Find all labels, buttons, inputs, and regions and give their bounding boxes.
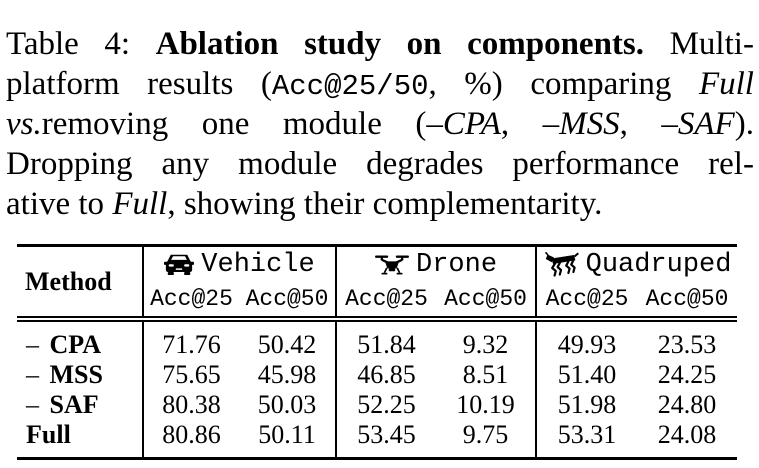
cell: 53.31 [535,420,638,460]
cell: 71.76 [142,319,239,360]
drone-label: Drone [416,249,498,280]
column-header-vehicle: Vehicle [141,245,337,282]
cell: 24.25 [657,360,717,389]
cell: 52.25 [335,390,437,420]
cell: 51.84 [335,319,437,360]
header-row-groups: Method Vehicle [17,245,738,322]
column-header-drone: Drone [335,245,537,282]
column-header-quadruped-acc50: Acc@50 [637,282,738,322]
method-name: CPA [49,330,102,359]
cell: 50.03 [257,390,317,419]
header-row-metrics: Acc@25 Acc@50 Acc@25 Acc@50 Acc@25 Acc@5… [17,282,738,322]
method-cell: Full [17,420,143,460]
column-header-quadruped-acc25: Acc@25 [535,282,638,322]
table-row: – MSS 75.65 45.98 46.85 8.51 51.40 24.25 [17,360,737,390]
caption-line: platform results (Acc@25/50,%) comparing Ful… [6,66,754,103]
cell: 9.75 [436,420,537,460]
method-name: SAF [49,390,99,419]
cell: 49.93 [535,319,638,360]
cell: 24.80 [657,390,717,419]
quadruped-icon [544,251,579,277]
table-row: Full 80.86 50.11 53.45 9.75 53.31 24.08 [17,420,738,460]
column-header-drone-acc25: Acc@25 [335,282,437,322]
cell: 24.08 [637,420,738,460]
method-cell: – CPA [17,319,143,360]
cell: 80.38 [142,390,239,420]
cell: 46.85 [335,360,437,390]
cell: 8.51 [462,360,509,389]
cell: 51.98 [535,390,638,420]
method-cell: – MSS [17,360,143,390]
column-header-quadruped: Quadruped [535,245,738,282]
column-header-drone-acc50: Acc@50 [436,282,537,322]
column-header-method: Method [17,245,143,322]
cell: 23.53 [657,330,717,359]
minus-sign: – [26,390,46,419]
method-name: Full [26,420,71,449]
quadruped-label: Quadruped [585,249,732,280]
method-cell: – SAF [17,390,143,420]
minus-sign: – [26,330,46,359]
cell: 50.11 [239,420,337,460]
caption-line: Table 4: Ablation study on components. Multi- [6,26,754,62]
table-caption: Table 4: Ablation study on components. Multi-p… [6,24,754,224]
drone-icon [375,255,410,274]
table-row: – SAF 80.38 50.03 52.25 10.19 51.98 24.8… [17,390,737,420]
cell: 80.86 [142,420,239,460]
cell: 50.42 [257,330,317,359]
cell: 45.98 [257,360,317,389]
table-row: – CPA 71.76 50.42 51.84 9.32 49.93 23.53 [17,319,737,360]
caption-line: Dropping any module degrades performance rel- [6,146,754,182]
ablation-table: Method Vehicle [17,244,738,460]
cell: 9.32 [462,330,509,359]
cell: 10.19 [456,390,515,419]
vehicle-label: Vehicle [201,249,315,280]
column-header-vehicle-acc50: Acc@50 [239,282,337,322]
cell: 53.45 [335,420,437,460]
car-icon [164,254,195,275]
cell: 51.40 [535,360,638,390]
column-header-vehicle-acc25: Acc@25 [142,282,239,322]
minus-sign: – [26,360,46,389]
method-name: MSS [49,360,103,389]
caption-line: ative to Full, showing their complementa… [6,186,603,222]
caption-line: vs.removing one module (–CPA, –MSS, –SAF). [6,106,754,142]
cell: 75.65 [142,360,239,390]
